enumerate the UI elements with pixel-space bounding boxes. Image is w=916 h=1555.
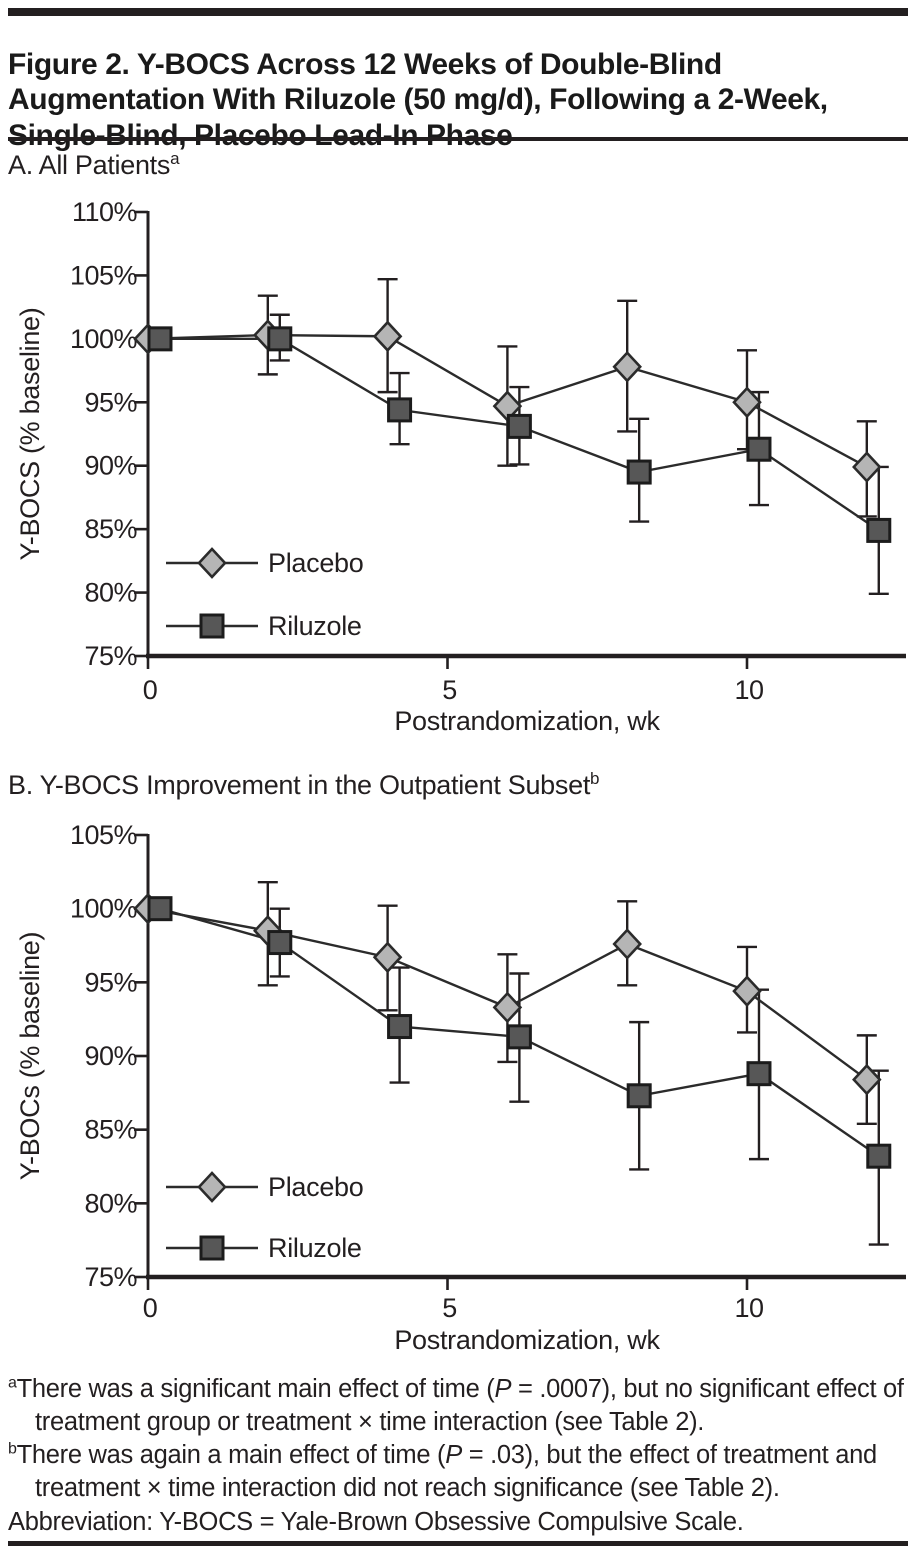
- riluzole-square-marker: [199, 1235, 225, 1261]
- placebo-diamond-marker: [197, 547, 227, 579]
- riluzole-square-marker: [866, 517, 892, 543]
- placebo-diamond-marker: [492, 991, 523, 1024]
- y-tick-label: 110%: [72, 198, 138, 227]
- y-tick-label: 105%: [70, 260, 138, 290]
- x-tick-label: 5: [442, 1293, 457, 1323]
- placebo-diamond-marker: [732, 386, 762, 419]
- placebo-diamond-marker: [612, 928, 642, 960]
- y-tick-label: 95%: [84, 387, 137, 417]
- legend-label-placebo: Placebo: [268, 548, 363, 578]
- chart-panel-b: 105% 100% 95% 90% 85% 80% 75%0 5 10 Postrandomiza…: [15, 820, 906, 1355]
- riluzole-square-marker: [387, 1014, 413, 1040]
- panel-a-label-text: A. All Patients: [8, 150, 171, 180]
- riluzole-square-marker: [147, 326, 173, 352]
- x-tick-label: 10: [734, 1293, 763, 1323]
- riluzole-square-marker: [267, 326, 293, 352]
- panel-b-footnote-marker: b: [590, 769, 600, 788]
- y-tick-label: 80%: [84, 1188, 137, 1218]
- y-tick-label: 100%: [70, 324, 138, 354]
- riluzole-square-marker: [746, 1061, 772, 1087]
- footnote: aThere was a significant main effect of …: [8, 1374, 904, 1437]
- x-axis-title: Postrandomization, wk: [394, 1325, 660, 1355]
- placebo-diamond-marker: [852, 451, 882, 483]
- placebo-diamond-marker: [612, 350, 642, 383]
- y-tick-label: 90%: [84, 1041, 137, 1071]
- x-tick-label: 0: [143, 1293, 158, 1323]
- x-tick-label: 0: [143, 675, 158, 705]
- legend-label-placebo: Placebo: [268, 1172, 363, 1202]
- markers-riluzole: [147, 326, 892, 543]
- y-tick-label: 100%: [70, 894, 138, 924]
- placebo-diamond-marker: [732, 975, 762, 1008]
- placebo-diamond-marker: [372, 320, 403, 353]
- markers-riluzole: [147, 896, 892, 1169]
- footnote-marker: a: [8, 1374, 17, 1392]
- riluzole-square-marker: [506, 1024, 532, 1050]
- error-bars-placebo: [257, 278, 877, 518]
- error-bars-placebo: [257, 880, 877, 1125]
- bottom-rule: [8, 1541, 908, 1546]
- riluzole-square-marker: [626, 459, 652, 485]
- footnote: Abbreviation: Y-BOCS = Yale-Brown Obsess…: [8, 1507, 744, 1536]
- panel-a-footnote-marker: a: [170, 149, 180, 168]
- axes: 105% 100% 95% 90% 85% 80% 75%0 5 10 Postrandomiza…: [15, 820, 906, 1355]
- y-tick-label: 105%: [70, 820, 138, 850]
- y-tick-label: 85%: [84, 1115, 137, 1145]
- y-axis-title: Y-BOCs (% baseline): [15, 932, 45, 1180]
- riluzole-square-marker: [387, 397, 413, 423]
- footnote: bThere was again a main effect of time (…: [8, 1440, 877, 1503]
- axes: 110% 105% 100% 95% 90% 85% 80% 75%0 5 10 Postrando…: [15, 198, 906, 736]
- title-rule: [8, 137, 908, 141]
- riluzole-square-marker: [147, 896, 173, 922]
- footnote-marker: b: [8, 1440, 17, 1458]
- y-tick-label: 90%: [84, 451, 137, 481]
- placebo-diamond-marker: [852, 1063, 882, 1096]
- riluzole-square-marker: [267, 930, 293, 956]
- x-tick-label: 10: [734, 675, 763, 705]
- chart-panel-a: 110% 105% 100% 95% 90% 85% 80% 75%0 5 10 Postrando…: [15, 198, 906, 736]
- y-tick-label: 95%: [84, 967, 137, 997]
- panel-b-label-text: B. Y-BOCS Improvement in the Outpatient …: [8, 770, 591, 800]
- legend: Placebo Riluzole: [166, 547, 364, 641]
- y-tick-label: 85%: [84, 514, 137, 544]
- y-tick-label: 75%: [84, 641, 137, 671]
- y-tick-label: 75%: [84, 1262, 137, 1292]
- riluzole-square-marker: [199, 613, 225, 639]
- panel-b-label: B. Y-BOCS Improvement in the Outpatient …: [8, 769, 599, 801]
- figure-title: Figure 2. Y-BOCS Across 12 Weeks of Doub…: [8, 48, 828, 152]
- top-rule: [8, 8, 908, 16]
- legend-label-riluzole: Riluzole: [268, 1233, 362, 1263]
- legend-label-riluzole: Riluzole: [268, 611, 362, 641]
- footnotes: aThere was a significant main effect of …: [8, 1373, 910, 1539]
- x-axis-title: Postrandomization, wk: [394, 706, 660, 736]
- panel-a-label: A. All Patientsa: [8, 149, 180, 181]
- riluzole-square-marker: [626, 1083, 652, 1109]
- legend: Placebo Riluzole: [166, 1171, 364, 1263]
- riluzole-square-marker: [746, 436, 772, 462]
- placebo-diamond-marker: [372, 941, 403, 974]
- riluzole-square-marker: [506, 413, 532, 439]
- y-tick-label: 80%: [84, 578, 137, 608]
- x-tick-label: 5: [442, 675, 457, 705]
- riluzole-square-marker: [866, 1143, 892, 1169]
- y-axis-title: Y-BOCS (% baseline): [15, 308, 45, 561]
- placebo-diamond-marker: [197, 1171, 227, 1203]
